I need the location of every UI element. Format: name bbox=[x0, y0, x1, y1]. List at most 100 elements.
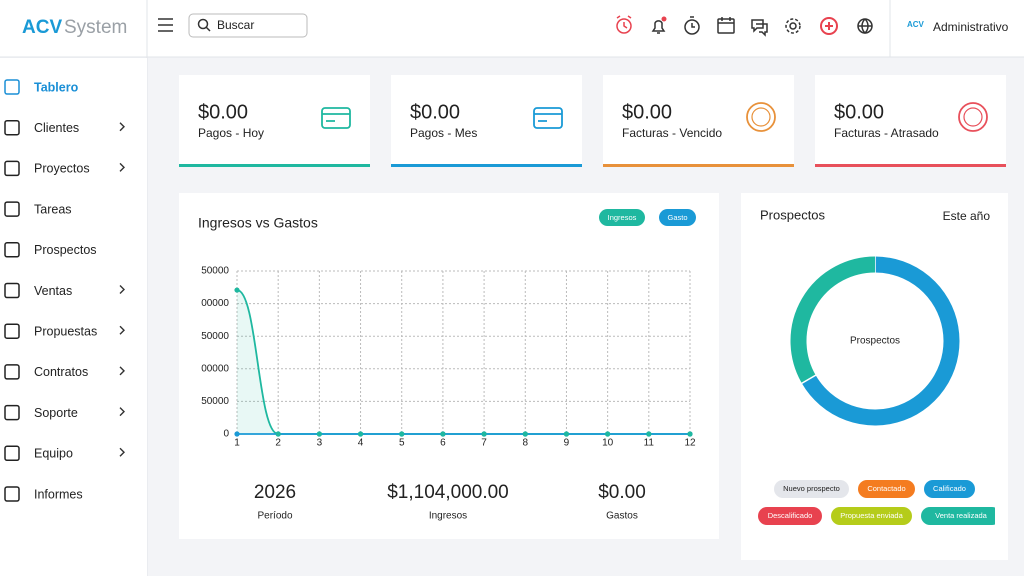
nav-label[interactable]: Equipo bbox=[34, 447, 73, 461]
summary-value: $0.00 bbox=[598, 482, 646, 503]
y-tick-label: 00000 bbox=[201, 363, 229, 374]
donut-legend-label: Venta realizada bbox=[935, 511, 988, 520]
donut-legend-label: Contactado bbox=[867, 484, 905, 493]
nav-label[interactable]: Soporte bbox=[34, 406, 78, 420]
stat-label: Facturas - Vencido bbox=[622, 126, 722, 140]
x-tick-label: 12 bbox=[684, 438, 696, 449]
nav-label[interactable]: Tablero bbox=[34, 80, 79, 94]
user-logo: ACV bbox=[907, 20, 925, 29]
search-icon bbox=[197, 18, 211, 32]
donut-period[interactable]: Este año bbox=[943, 209, 991, 223]
donut-center-label: Prospectos bbox=[850, 336, 900, 347]
stat-icon bbox=[322, 113, 350, 122]
nav-icon bbox=[4, 282, 20, 299]
user-name[interactable]: Administrativo bbox=[933, 20, 1009, 34]
header-icons[interactable] bbox=[616, 15, 873, 37]
search-box[interactable] bbox=[188, 13, 308, 38]
sidebar bbox=[0, 58, 147, 576]
nav-label[interactable]: Contratos bbox=[34, 365, 88, 379]
nav-label[interactable]: Prospectos bbox=[34, 243, 97, 257]
donut-legend-label: Descalificado bbox=[768, 511, 813, 520]
search-placeholder: Buscar bbox=[217, 18, 254, 32]
series-point bbox=[440, 431, 446, 437]
stat-value: $0.00 bbox=[410, 101, 460, 123]
x-tick-label: 11 bbox=[644, 438, 655, 449]
nav-label[interactable]: Propuestas bbox=[34, 324, 97, 338]
series-point bbox=[275, 431, 281, 437]
nav-icon bbox=[4, 445, 20, 462]
stat-label: Pagos - Hoy bbox=[198, 126, 264, 140]
nav-label[interactable]: Clientes bbox=[34, 121, 79, 135]
legend-item[interactable] bbox=[599, 209, 645, 226]
stat-label: Facturas - Atrasado bbox=[834, 126, 939, 140]
donut-legend-item[interactable] bbox=[831, 507, 912, 525]
summary-label: Gastos bbox=[606, 511, 638, 522]
x-tick-label: 2 bbox=[275, 438, 281, 449]
nav-label[interactable]: Tareas bbox=[34, 202, 72, 216]
nav-label[interactable]: Informes bbox=[34, 487, 83, 501]
series-point bbox=[399, 431, 405, 437]
nav-chevron bbox=[119, 407, 125, 417]
x-tick-label: 7 bbox=[481, 438, 487, 449]
donut-legend-item[interactable] bbox=[774, 480, 849, 498]
y-tick-label: 00000 bbox=[201, 298, 229, 309]
legend-item[interactable] bbox=[659, 209, 696, 226]
donut-legend-item[interactable] bbox=[921, 507, 1001, 525]
nav-chevron bbox=[119, 325, 125, 335]
legend-label: Ingresos bbox=[608, 213, 637, 222]
donut-legend-item[interactable] bbox=[758, 507, 822, 525]
nav-chevron bbox=[119, 122, 125, 132]
nav-icon bbox=[4, 242, 20, 258]
nav-chevron bbox=[119, 285, 125, 294]
nav-chevron bbox=[119, 162, 125, 172]
menu-button[interactable] bbox=[158, 18, 173, 32]
summary-label: Período bbox=[257, 511, 292, 522]
stat-icon bbox=[533, 107, 563, 129]
x-tick-label: 8 bbox=[522, 438, 528, 449]
stat-card bbox=[391, 75, 582, 167]
nav-icon bbox=[4, 486, 20, 502]
stat-icon bbox=[958, 102, 988, 132]
logo-light: System bbox=[64, 17, 127, 38]
nav-icon bbox=[4, 323, 20, 339]
donut-title: Prospectos bbox=[760, 207, 826, 222]
series-point bbox=[522, 431, 528, 437]
series-point bbox=[563, 431, 570, 437]
nav-icon bbox=[4, 364, 20, 380]
series-point bbox=[357, 431, 364, 437]
stat-icon bbox=[321, 107, 351, 129]
nav-icon bbox=[4, 160, 20, 177]
donut-legend-item[interactable] bbox=[924, 480, 975, 498]
series-point bbox=[605, 431, 611, 437]
header bbox=[0, 0, 1024, 57]
stat-icon bbox=[963, 107, 983, 127]
stat-card bbox=[179, 75, 370, 167]
series-point bbox=[481, 431, 487, 437]
summary-value: $1,104,000.00 bbox=[387, 482, 509, 503]
prospects-panel bbox=[741, 193, 1008, 560]
nav-chevron bbox=[119, 366, 125, 376]
donut-legend-item[interactable] bbox=[858, 480, 915, 498]
nav-chevron bbox=[119, 447, 125, 457]
nav-icon bbox=[4, 79, 20, 95]
series-point bbox=[687, 431, 693, 437]
y-tick-label: 50000 bbox=[201, 396, 229, 407]
donut-legend-label: Nuevo prospecto bbox=[783, 484, 840, 493]
chart-panel bbox=[179, 193, 719, 539]
x-tick-label: 3 bbox=[317, 438, 323, 449]
donut-segment bbox=[801, 256, 960, 426]
series-point bbox=[234, 287, 240, 293]
logo-bold: ACV bbox=[22, 17, 62, 38]
stat-card-bar bbox=[179, 164, 370, 167]
stat-card bbox=[603, 75, 794, 167]
x-tick-label: 10 bbox=[602, 438, 614, 449]
stat-card-bar bbox=[391, 164, 582, 167]
nav-label[interactable]: Ventas bbox=[34, 284, 72, 298]
y-tick-label: 0 bbox=[223, 429, 229, 440]
stat-card-bar bbox=[603, 164, 794, 167]
y-tick-label: 50000 bbox=[201, 331, 229, 342]
nav-label[interactable]: Proyectos bbox=[34, 162, 90, 176]
stat-icon bbox=[534, 113, 562, 122]
